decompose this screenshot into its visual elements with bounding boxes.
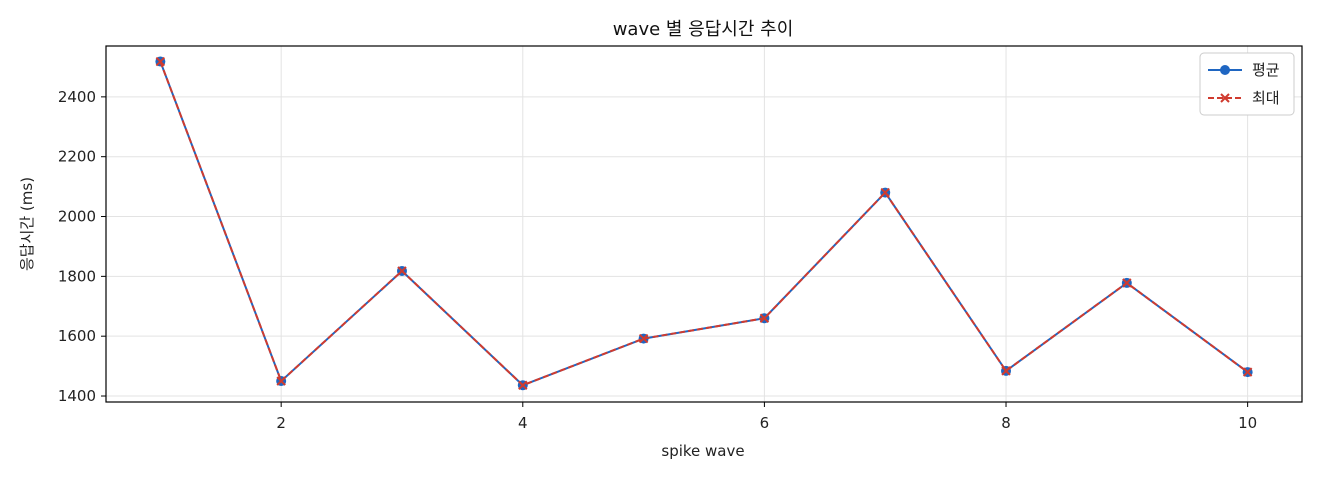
series-mean [155,56,1253,391]
legend-entry-max: 최대 [1208,89,1280,107]
plot-area-frame [105,45,1303,403]
y-tick-label: 1800 [58,267,96,285]
grid [106,46,1302,402]
data-point [518,380,528,390]
x-tick-label: 8 [1001,414,1011,432]
y-axis-title: 응답시간 (ms) [18,177,36,271]
y-tick-label: 1400 [58,387,96,405]
x-tick-label: 4 [518,414,528,432]
data-point [759,313,770,323]
legend-x-marker [1220,93,1230,103]
y-tick-label: 2200 [58,148,96,166]
x-axis-title: spike wave [661,442,744,460]
legend-marker-max [1220,93,1230,103]
chart-title: wave 별 응답시간 추이 [613,19,794,40]
data-point [880,187,890,198]
x-tick-label: 6 [760,414,770,432]
data-point [1242,367,1253,377]
legend: 평균 최대 [1199,52,1295,116]
x-tick-label: 10 [1238,414,1257,432]
data-point [276,376,286,386]
y-tick-label: 2400 [58,88,96,106]
legend-entry-mean: 평균 [1208,61,1280,79]
series-line [159,61,1249,387]
legend-label-max: 최대 [1252,89,1280,107]
legend-marker-mean [1220,65,1230,75]
x-axis: 2 4 6 8 10 [276,402,1257,432]
data-point [155,56,166,67]
series-max [155,56,1253,390]
data-point [1001,366,1011,376]
x-tick-label: 2 [276,414,286,432]
series-layer [155,56,1253,391]
data-point [638,333,649,344]
legend-label-mean: 평균 [1252,61,1280,79]
y-axis: 1400 1600 1800 2000 2200 2400 [58,88,106,405]
data-point [1122,278,1132,288]
legend-box [1199,52,1295,116]
series-line [159,61,1249,387]
data-point [397,266,407,276]
y-tick-label: 1600 [58,327,96,345]
y-tick-label: 2000 [58,208,96,226]
